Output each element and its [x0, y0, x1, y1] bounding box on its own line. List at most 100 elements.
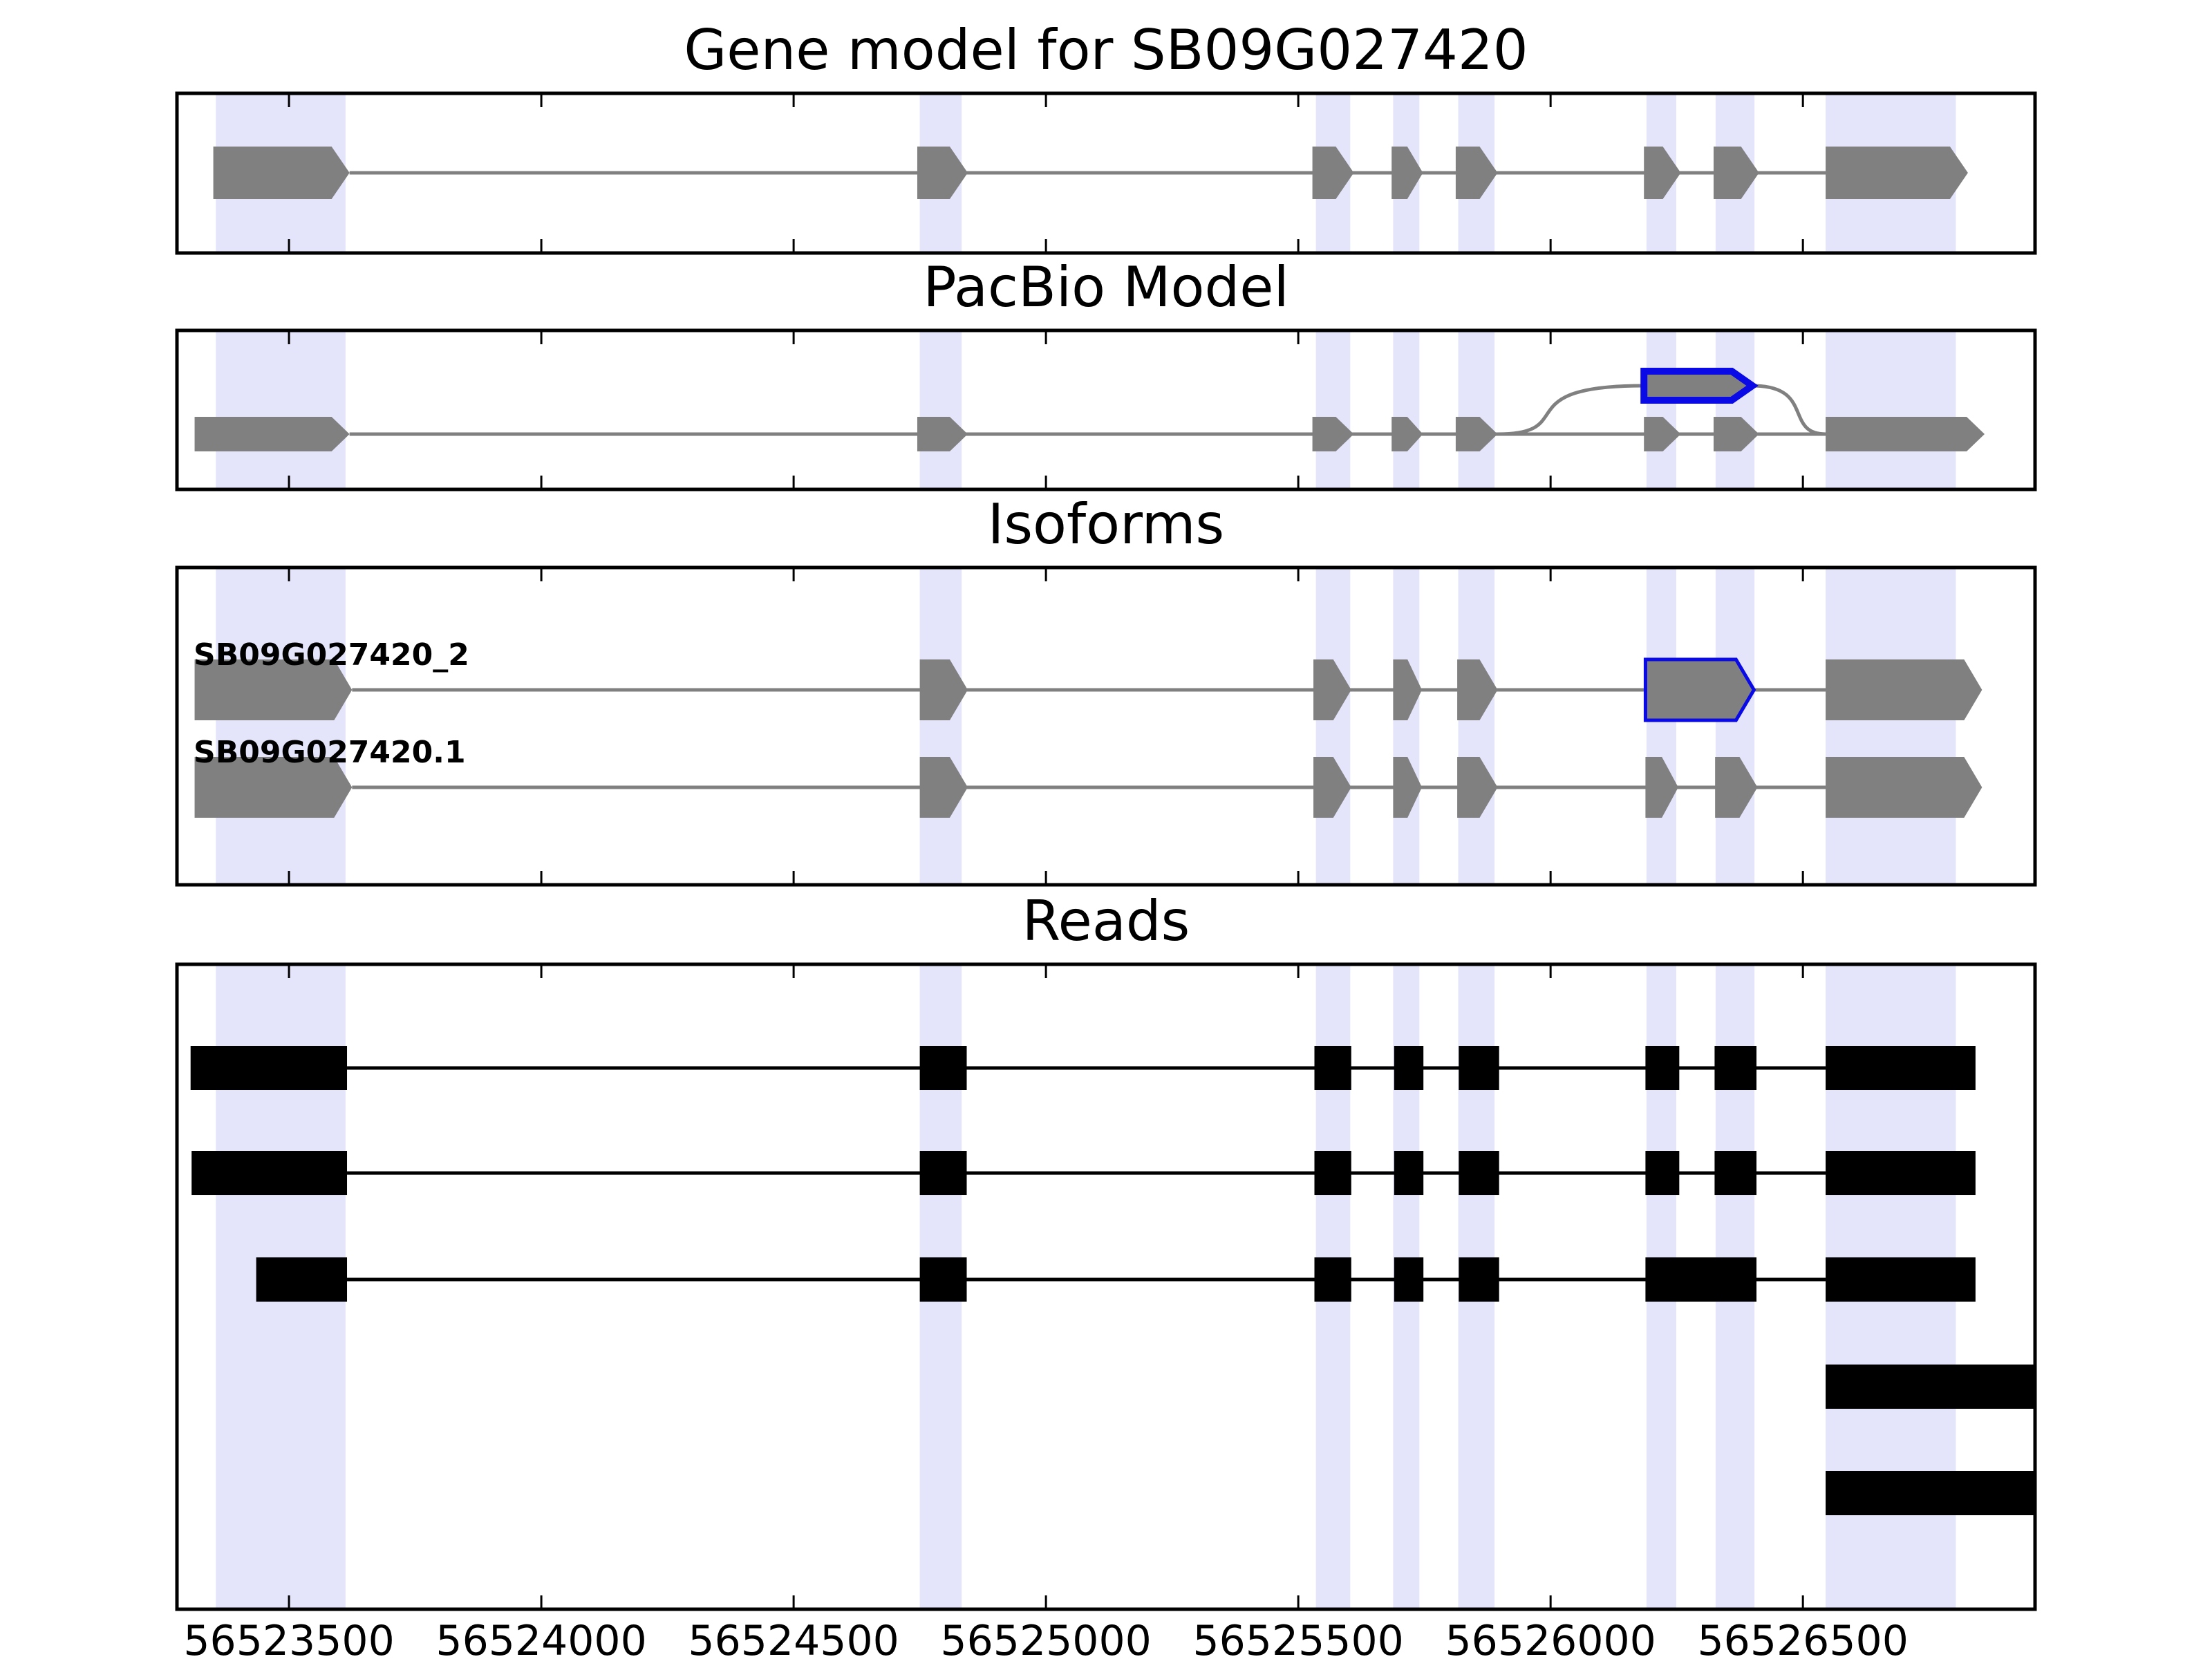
read-block [919, 1046, 967, 1090]
exon [194, 757, 353, 818]
panel-2: Isoforms SB09G027420_2 SB09G027420.1 [175, 492, 2037, 887]
exon [1715, 757, 1758, 818]
panel-1: PacBio Model [175, 255, 2037, 491]
read-block [1826, 1046, 1976, 1090]
exon [1457, 659, 1498, 720]
exon [1391, 147, 1423, 199]
axes-frame [175, 565, 2037, 887]
exon-region-band [1646, 568, 1676, 885]
exon-region-band [1715, 568, 1755, 885]
read-block [1826, 1257, 1976, 1302]
axes-frame [175, 91, 2037, 255]
read-block [1459, 1151, 1499, 1195]
exon-region-band [1315, 330, 1351, 489]
read-track [190, 1046, 1976, 1090]
exon [1393, 659, 1423, 720]
read-block [1826, 1151, 1976, 1195]
exon [213, 147, 350, 199]
exon-region-band [1393, 330, 1420, 489]
isoform-label: SB09G027420_2 [194, 637, 469, 673]
read-block [919, 1151, 967, 1195]
x-tick-label: 56526000 [1445, 1617, 1656, 1659]
read-block [1314, 1151, 1351, 1195]
splice-curve [1752, 384, 1826, 436]
exon-region-band [216, 330, 346, 489]
exon [1391, 417, 1423, 451]
panel-3: Reads 56523500 56524000 56524500 56525000 565… [175, 889, 2037, 1659]
transcript-track [1497, 368, 1826, 436]
exon [1826, 757, 1983, 818]
x-tick-label: 56526500 [1697, 1617, 1908, 1659]
read-block [1394, 1151, 1424, 1195]
exon-region-band [1315, 568, 1351, 885]
x-tick-label: 56525000 [940, 1617, 1151, 1659]
read-block [1394, 1046, 1424, 1090]
exon [1313, 659, 1351, 720]
exon-region-band [1646, 330, 1676, 489]
transcript-track: SB09G027420_2 [194, 637, 1983, 722]
exon [1313, 757, 1351, 818]
x-tick-label: 56524000 [435, 1617, 646, 1659]
exon [917, 417, 968, 451]
read-block [1645, 1151, 1680, 1195]
read-block [1314, 1046, 1351, 1090]
exon [194, 659, 353, 720]
exon [919, 659, 968, 720]
exon [1713, 147, 1759, 199]
exon [1457, 757, 1498, 818]
panel-title: Reads [1022, 889, 1190, 953]
transcript-track [213, 147, 1968, 199]
exon [1644, 417, 1681, 451]
panel-title: PacBio Model [923, 255, 1288, 319]
exon-region-band [1826, 568, 1956, 885]
read-block [1645, 1257, 1757, 1302]
exon [1713, 417, 1759, 451]
read-track [256, 1257, 1976, 1302]
exon-region-band [1826, 330, 1956, 489]
x-tick-label: 56524500 [688, 1617, 899, 1659]
exon [1826, 417, 1985, 451]
read-block [1714, 1046, 1757, 1090]
exon-region-band [1715, 330, 1755, 489]
exon [194, 417, 350, 451]
read-block [1645, 1046, 1680, 1090]
exon [1393, 757, 1423, 818]
panel-0: Gene model for SB09G027420 [175, 18, 2037, 255]
read-track [191, 1151, 1976, 1195]
exon [1826, 147, 1968, 199]
exon-region-band [919, 568, 962, 885]
exon [1826, 659, 1983, 720]
exon-region-band [919, 330, 962, 489]
panel-title: Isoforms [988, 492, 1224, 556]
exon-region-band [1458, 568, 1495, 885]
exon-region-band [216, 568, 346, 885]
exon-region-band [1393, 568, 1420, 885]
exon-region-band [1458, 330, 1495, 489]
read-block [190, 1046, 348, 1090]
axes-frame [175, 962, 2037, 1611]
read-block [1394, 1257, 1424, 1302]
read-block [1459, 1046, 1499, 1090]
axes-frame [175, 328, 2037, 491]
read-block [1826, 1471, 2035, 1515]
read-block [1459, 1257, 1499, 1302]
read-block [256, 1257, 348, 1302]
panel-title: Gene model for SB09G027420 [684, 18, 1528, 82]
read-block [191, 1151, 348, 1195]
read-track [1826, 1471, 2035, 1515]
exon [1644, 147, 1681, 199]
transcript-track [194, 417, 1985, 451]
splice-curve [1497, 384, 1644, 436]
transcript-track: SB09G027420.1 [194, 735, 1983, 818]
figure-panels: Gene model for SB09G027420 PacBio Model Is… [175, 18, 2037, 1659]
highlighted-exon [1640, 368, 1759, 404]
read-block [1314, 1257, 1351, 1302]
read-block [1826, 1365, 2035, 1409]
read-track [1826, 1365, 2035, 1409]
isoform-label: SB09G027420.1 [194, 735, 466, 770]
exon [1455, 147, 1498, 199]
exon [1312, 417, 1354, 451]
exon [1645, 757, 1678, 818]
x-tick-label: 56525500 [1192, 1617, 1403, 1659]
